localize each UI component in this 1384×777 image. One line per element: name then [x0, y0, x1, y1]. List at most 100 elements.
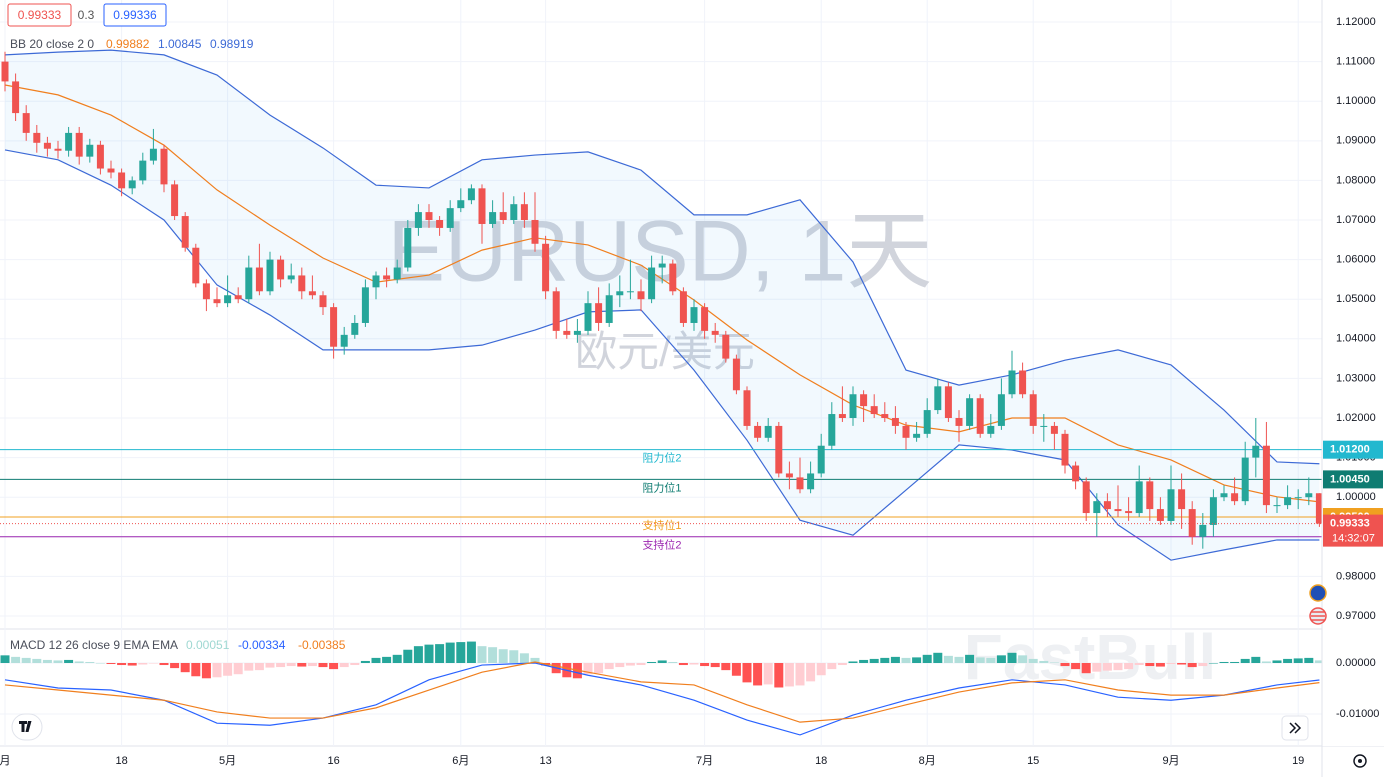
macd-histogram-bar — [297, 662, 307, 667]
level-label: 阻力位1 — [642, 480, 681, 494]
macd-histogram-bar — [583, 662, 593, 675]
candle-body — [224, 295, 232, 304]
candle-body — [489, 212, 497, 224]
candle-body — [1284, 497, 1292, 506]
macd-histogram-bar — [1314, 660, 1324, 663]
y-tick-label: 1.05000 — [1336, 293, 1376, 305]
y-tick-label: -0.01000 — [1336, 708, 1379, 720]
macd-histogram-bar — [64, 659, 74, 663]
candle-body — [404, 227, 412, 268]
candle-body — [425, 212, 433, 221]
macd-histogram-bar — [1219, 661, 1229, 663]
candle-body — [881, 414, 889, 419]
macd-histogram-bar — [466, 641, 476, 663]
y-tick-label: 0.00000 — [1336, 657, 1376, 669]
candle-body — [913, 433, 921, 438]
candle-body — [1209, 497, 1217, 525]
candle-body — [1050, 425, 1058, 434]
ask-box[interactable] — [103, 3, 167, 27]
macd-histogram-bar — [827, 662, 837, 670]
candle-body — [764, 425, 772, 438]
candle-body — [330, 307, 338, 347]
candle-body — [679, 291, 687, 323]
macd-histogram-bar — [594, 662, 604, 674]
candle-body — [43, 142, 51, 149]
macd-histogram-bar — [223, 662, 233, 676]
candle-body — [648, 267, 656, 300]
candle-body — [711, 330, 719, 335]
scroll-to-latest[interactable] — [1281, 715, 1309, 741]
candle-body — [22, 113, 30, 133]
candle-body — [542, 243, 550, 292]
macd-histogram-bar — [890, 656, 900, 663]
macd-histogram-bar — [933, 652, 943, 663]
macd-histogram-bar — [456, 642, 466, 663]
candle-body — [1008, 370, 1016, 395]
candle-body — [149, 148, 157, 161]
candle-body — [754, 425, 762, 438]
candle-body — [33, 132, 41, 143]
macd-histogram-bar — [1304, 657, 1314, 663]
candle-body — [1156, 509, 1164, 521]
candle-body — [340, 334, 348, 347]
settings-button[interactable] — [1353, 754, 1367, 768]
macd-title: MACD 12 26 close 9 EMA EMA — [10, 638, 178, 652]
x-tick-label: 6月 — [452, 755, 469, 767]
macd-histogram-bar — [1293, 658, 1303, 663]
macd-histogram-bar — [901, 657, 911, 663]
macd-histogram-bar — [806, 662, 816, 682]
macd-histogram-bar — [880, 657, 890, 663]
last-price-label: 0.99333 — [1330, 518, 1370, 530]
bb-lower-value: 0.98919 — [210, 37, 254, 51]
candle-body — [595, 303, 603, 323]
candle-body — [796, 477, 804, 490]
candle-body — [245, 267, 253, 300]
candle-body — [1072, 465, 1080, 482]
candle-body — [1188, 509, 1196, 537]
bid-box[interactable] — [7, 3, 72, 27]
macd-histogram-bar — [615, 662, 625, 668]
level-price-box — [1323, 470, 1383, 489]
macd-histogram-bar — [848, 661, 858, 663]
candle-body — [86, 144, 94, 157]
candle-body — [446, 208, 454, 228]
candle-body — [1252, 445, 1260, 458]
candle-body — [277, 259, 285, 280]
candle-body — [584, 303, 592, 331]
macd-histogram-bar — [1071, 662, 1081, 670]
tv-logo — [11, 713, 43, 741]
macd-histogram-bar — [1177, 662, 1187, 665]
macd-histogram-bar — [731, 662, 741, 676]
candle-body — [213, 299, 221, 304]
macd-histogram-bar — [1208, 662, 1218, 664]
y-tick-label: 1.09000 — [1336, 135, 1376, 147]
candle-body — [96, 144, 104, 169]
candle-body — [202, 283, 210, 300]
macd-histogram-bar — [403, 649, 413, 663]
macd-histogram-bar — [85, 661, 95, 663]
macd-histogram-bar — [943, 655, 953, 663]
macd-histogram-bar — [95, 662, 105, 664]
macd-histogram-bar — [265, 662, 275, 668]
candle-body — [1029, 394, 1037, 426]
candle-body — [849, 394, 857, 419]
candle-body — [383, 275, 391, 280]
macd-histogram-bar — [170, 662, 180, 669]
macd-histogram-bar — [689, 662, 699, 665]
macd-histogram-bar — [636, 662, 646, 666]
macd-histogram-bar — [488, 647, 498, 663]
bb-title: BB 20 close 2 0 — [10, 37, 94, 51]
candle-body — [658, 263, 666, 268]
candle-body — [255, 267, 263, 292]
macd-histogram-bar — [445, 642, 455, 663]
candle-body — [934, 386, 942, 411]
macd-histogram-bar — [32, 658, 42, 663]
level-price-label: 1.00450 — [1330, 473, 1370, 485]
macd-histogram-bar — [350, 662, 360, 666]
candle-body — [436, 220, 444, 228]
candle-body — [1082, 481, 1090, 514]
candle-body — [1262, 445, 1270, 506]
candle-body — [923, 410, 931, 434]
macd-histogram-bar — [392, 654, 402, 663]
